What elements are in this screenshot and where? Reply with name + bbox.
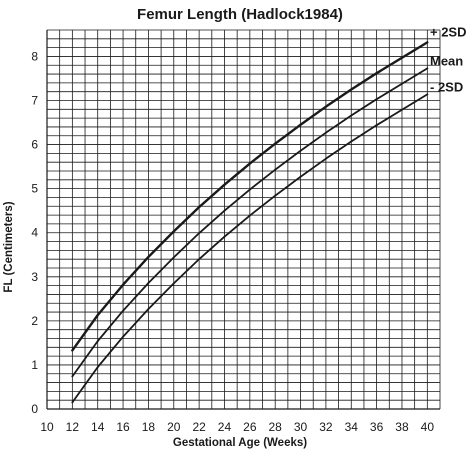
x-tick-label: 14: [91, 420, 105, 434]
data-point-mean: [299, 149, 302, 152]
data-point-2sd: [350, 140, 353, 143]
data-point-2sd: [375, 124, 378, 127]
x-axis-title: Gestational Age (Weeks): [173, 437, 307, 449]
x-tick-label: 12: [66, 420, 80, 434]
data-point-2sd: [375, 72, 378, 75]
x-tick-label: 10: [40, 420, 54, 434]
axis-ticks: 10 12 14 16 18 20 22 24 26 28 30 32 34 36 38 4001234567…: [31, 49, 434, 434]
data-point-mean: [147, 282, 150, 284]
data-point-mean: [122, 309, 124, 312]
x-tick-label: 38: [395, 420, 409, 434]
data-point-2sd: [248, 214, 251, 217]
x-tick-label: 30: [294, 420, 308, 434]
data-point-2sd: [172, 230, 175, 233]
data-point-2sd: [71, 401, 74, 404]
x-tick-label: 28: [269, 420, 283, 434]
data-point-2sd: [71, 349, 74, 352]
data-point-mean: [401, 82, 403, 85]
x-tick-label: 18: [142, 420, 156, 434]
y-tick-label: 7: [31, 94, 38, 108]
x-tick-label: 22: [192, 420, 206, 434]
data-point-mean: [96, 340, 99, 343]
y-tick-label: 6: [31, 138, 38, 152]
x-tick-label: 26: [243, 420, 257, 434]
y-tick-label: 5: [31, 182, 38, 196]
data-point-mean: [223, 209, 226, 212]
y-tick-label: 8: [31, 49, 38, 63]
data-point-2sd: [122, 283, 124, 286]
data-point-mean: [274, 168, 277, 171]
data-point-mean: [198, 232, 201, 235]
x-tick-label: 24: [218, 420, 232, 434]
data-point-2sd: [274, 142, 277, 145]
y-tick-label: 1: [31, 358, 38, 372]
data-point-2sd: [223, 183, 226, 186]
series-labels: + 2SD Mean - 2SD: [430, 24, 467, 94]
data-point-2sd: [122, 335, 124, 338]
x-tick-label: 20: [167, 420, 181, 434]
data-point-mean: [172, 256, 175, 259]
data-point-mean: [248, 188, 251, 191]
x-tick-label: 40: [421, 420, 435, 434]
data-point-2sd: [147, 256, 150, 258]
series-label-2sd: - 2SD: [430, 79, 463, 94]
y-tick-label: 0: [31, 402, 38, 416]
data-point-2sd: [299, 123, 302, 126]
data-point-mean: [325, 131, 327, 134]
data-point-2sd: [274, 194, 277, 197]
data-point-2sd: [401, 56, 403, 59]
y-tick-label: 2: [31, 314, 38, 328]
data-point-2sd: [401, 108, 403, 111]
y-axis-title: FL (Centimeters): [3, 201, 15, 292]
series-label-2sd: + 2SD: [430, 24, 467, 39]
series-lines: [71, 41, 429, 404]
data-point-2sd: [426, 93, 429, 96]
data-point-2sd: [299, 175, 302, 178]
data-point-2sd: [426, 41, 429, 44]
data-point-2sd: [350, 88, 353, 91]
y-tick-label: 4: [31, 226, 38, 240]
data-point-2sd: [172, 282, 175, 285]
series-label-mean: Mean: [430, 53, 463, 68]
data-point-2sd: [248, 162, 251, 165]
data-point-mean: [426, 67, 429, 70]
data-point-mean: [71, 375, 74, 378]
data-point-2sd: [198, 258, 201, 261]
x-tick-label: 36: [370, 420, 384, 434]
data-point-mean: [350, 114, 353, 117]
x-tick-label: 34: [345, 420, 359, 434]
grid: [46, 29, 441, 410]
data-point-2sd: [147, 308, 150, 310]
chart-title: Femur Length (Hadlock1984): [137, 6, 343, 23]
data-point-mean: [375, 98, 378, 101]
data-point-2sd: [223, 235, 226, 238]
y-tick-label: 3: [31, 270, 38, 284]
data-point-2sd: [96, 314, 99, 317]
x-tick-label: 32: [319, 420, 333, 434]
data-point-2sd: [325, 157, 327, 160]
data-point-2sd: [198, 206, 201, 209]
data-point-2sd: [96, 366, 99, 369]
data-point-2sd: [325, 105, 327, 108]
x-tick-label: 16: [116, 420, 130, 434]
